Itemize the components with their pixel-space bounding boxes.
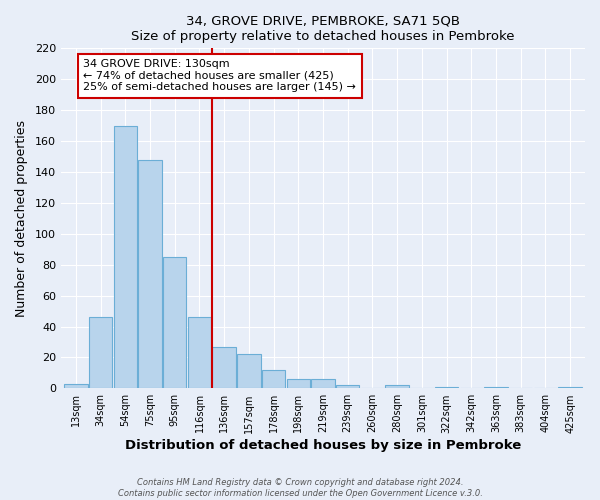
Bar	[113, 126, 137, 388]
Text: 34 GROVE DRIVE: 130sqm
← 74% of detached houses are smaller (425)
25% of semi-de: 34 GROVE DRIVE: 130sqm ← 74% of detached…	[83, 59, 356, 92]
Bar	[336, 385, 359, 388]
Bar	[138, 160, 162, 388]
Bar	[64, 384, 88, 388]
Bar	[311, 379, 335, 388]
Bar	[287, 379, 310, 388]
Title: 34, GROVE DRIVE, PEMBROKE, SA71 5QB
Size of property relative to detached houses: 34, GROVE DRIVE, PEMBROKE, SA71 5QB Size…	[131, 15, 515, 43]
Bar	[484, 387, 508, 388]
Bar	[188, 317, 211, 388]
Bar	[435, 387, 458, 388]
X-axis label: Distribution of detached houses by size in Pembroke: Distribution of detached houses by size …	[125, 440, 521, 452]
Text: Contains HM Land Registry data © Crown copyright and database right 2024.
Contai: Contains HM Land Registry data © Crown c…	[118, 478, 482, 498]
Bar	[237, 354, 260, 388]
Bar	[212, 346, 236, 389]
Bar	[262, 370, 286, 388]
Bar	[559, 387, 582, 388]
Y-axis label: Number of detached properties: Number of detached properties	[15, 120, 28, 317]
Bar	[89, 317, 112, 388]
Bar	[163, 257, 187, 388]
Bar	[385, 385, 409, 388]
